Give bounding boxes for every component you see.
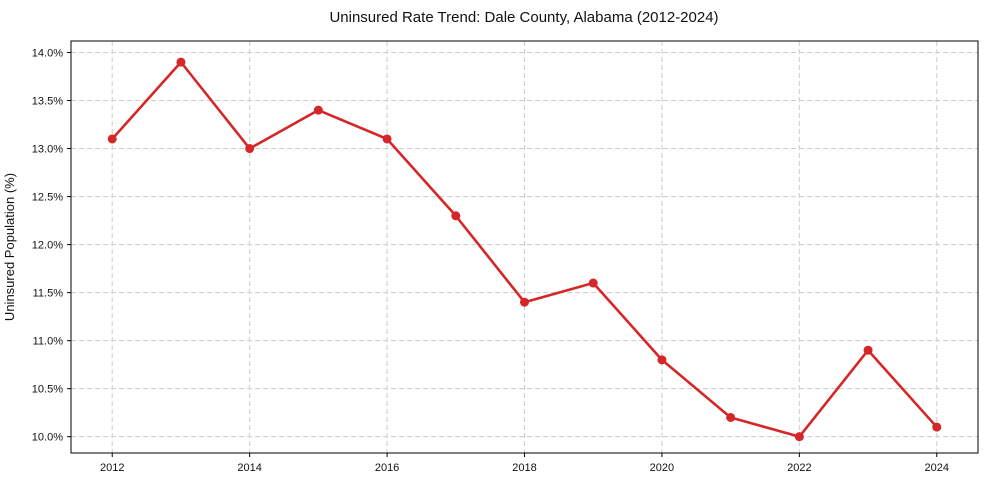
y-tick-label: 13.0% (32, 144, 63, 156)
plot-area-border (70, 40, 979, 454)
x-tick-label: 2016 (375, 462, 399, 474)
x-tick-label: 2018 (512, 462, 536, 474)
y-tick-label: 10.5% (32, 384, 63, 396)
grid-lines (71, 41, 978, 453)
data-point-marker (107, 134, 117, 144)
data-point-marker (520, 297, 529, 307)
y-tick-label: 13.5% (32, 96, 63, 108)
y-tick-label: 12.0% (32, 240, 63, 252)
y-tick-label: 11.5% (33, 288, 64, 300)
data-point-marker (313, 105, 323, 115)
x-tick-labels: 2012 2014 2016 2018 2020 2022 2024 (100, 462, 949, 474)
data-point-marker (794, 432, 804, 442)
data-point-marker (726, 412, 736, 422)
x-tick-label: 2014 (237, 462, 261, 474)
data-series (107, 57, 942, 442)
data-point-marker (863, 345, 873, 355)
y-tick-label: 14.0% (32, 48, 63, 60)
x-tick-label: 2022 (787, 462, 811, 474)
data-point-marker (382, 134, 392, 144)
y-tick-label: 10.0% (32, 432, 63, 444)
data-point-marker (451, 211, 461, 221)
data-point-marker (245, 144, 255, 154)
x-tick-label: 2020 (650, 462, 674, 474)
axis-ticks (67, 52, 938, 457)
data-point-marker (657, 355, 667, 365)
y-axis-label: Uninsured Population (%) (2, 173, 17, 321)
data-point-marker (932, 422, 942, 432)
chart-title: Uninsured Rate Trend: Dale County, Alaba… (329, 9, 718, 26)
y-tick-label: 11.0% (33, 336, 64, 348)
data-point-marker (588, 278, 598, 288)
x-tick-label: 2024 (925, 462, 949, 474)
x-tick-label: 2012 (100, 462, 124, 474)
data-point-marker (176, 57, 186, 67)
y-tick-labels: 10.0% 10.5% 11.0% 11.5% 12.0% 12.5% 13.0% 13.5%… (32, 48, 63, 444)
y-tick-label: 12.5% (32, 192, 63, 204)
